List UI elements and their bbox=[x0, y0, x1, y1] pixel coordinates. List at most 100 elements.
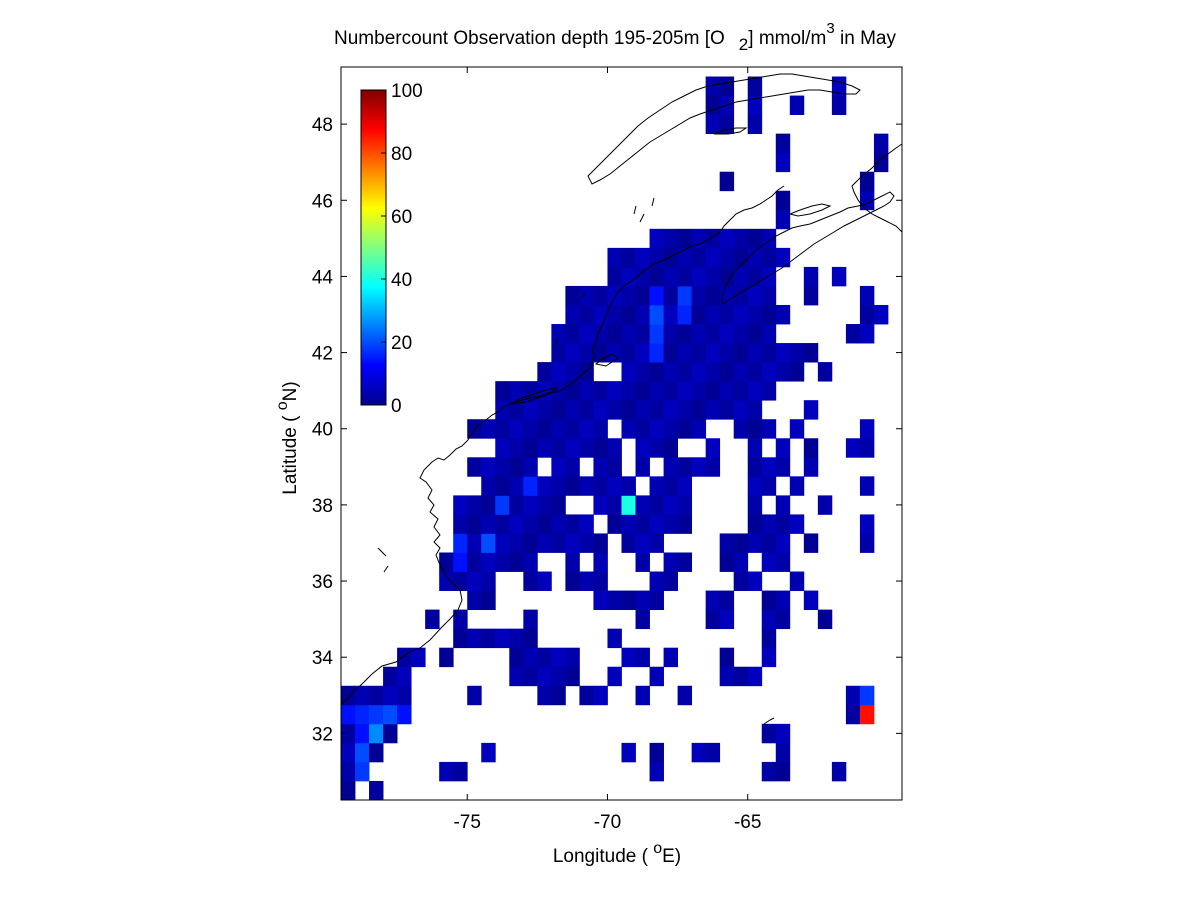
heatmap-cell bbox=[733, 400, 749, 420]
heatmap-cell bbox=[453, 533, 468, 553]
heatmap-cell bbox=[663, 438, 678, 458]
heatmap-cell bbox=[775, 362, 791, 382]
heatmap-cell bbox=[747, 666, 763, 687]
heatmap-cell bbox=[789, 476, 805, 496]
heatmap-cell bbox=[621, 514, 636, 534]
heatmap-cell bbox=[663, 419, 678, 439]
y-tick-label: 36 bbox=[312, 572, 333, 593]
heatmap-cell bbox=[775, 609, 791, 630]
heatmap-cell bbox=[523, 457, 538, 477]
heatmap-cell bbox=[775, 133, 791, 154]
heatmap-cell bbox=[649, 343, 664, 363]
heatmap-cell bbox=[859, 514, 875, 534]
heatmap-cell bbox=[551, 438, 566, 458]
heatmap-cell bbox=[775, 552, 791, 572]
heatmap-cell bbox=[565, 438, 580, 458]
heatmap-cell bbox=[761, 228, 777, 249]
heatmap-cell bbox=[635, 362, 650, 382]
heatmap-cell bbox=[635, 400, 650, 420]
heatmap-cell bbox=[649, 266, 664, 287]
heatmap-cell bbox=[453, 628, 468, 649]
heatmap-cell bbox=[663, 400, 678, 420]
heatmap-cell bbox=[635, 438, 650, 458]
heatmap-cell bbox=[747, 76, 763, 96]
heatmap-cell bbox=[761, 285, 777, 306]
heatmap-cell bbox=[803, 285, 819, 306]
heatmap-cell bbox=[565, 324, 580, 344]
heatmap-cell bbox=[649, 285, 664, 306]
heatmap-cell bbox=[495, 457, 510, 477]
heatmap-cell bbox=[467, 457, 482, 477]
heatmap-cell bbox=[705, 76, 721, 96]
heatmap-cell bbox=[341, 723, 356, 744]
heatmap-cell bbox=[705, 457, 721, 477]
heatmap-cell bbox=[803, 343, 819, 363]
heatmap-cell bbox=[355, 704, 370, 725]
heatmap-cell bbox=[719, 285, 735, 306]
heatmap-cell bbox=[509, 628, 524, 649]
heatmap-cell bbox=[537, 476, 552, 496]
heatmap-cell bbox=[775, 742, 791, 763]
heatmap-cell bbox=[761, 343, 777, 363]
heatmap-cell bbox=[607, 495, 622, 515]
heatmap-cell bbox=[677, 514, 693, 534]
heatmap-cell bbox=[523, 476, 538, 496]
heatmap-cell bbox=[411, 647, 426, 668]
heatmap-cell bbox=[831, 95, 847, 115]
heatmap-cell bbox=[747, 362, 763, 382]
heatmap-cell bbox=[663, 476, 678, 496]
heatmap-cell bbox=[635, 247, 650, 268]
heatmap-cell bbox=[677, 324, 693, 344]
heatmap-cell bbox=[789, 362, 805, 382]
title-superscript: 3 bbox=[826, 20, 834, 37]
heatmap-cell bbox=[635, 324, 650, 344]
heatmap-cell bbox=[495, 419, 510, 439]
heatmap-cell bbox=[761, 723, 777, 744]
heatmap-cell bbox=[495, 533, 510, 553]
heatmap-cell bbox=[775, 247, 791, 268]
heatmap-cell bbox=[747, 304, 763, 325]
heatmap-cell bbox=[593, 457, 608, 477]
heatmap-cell bbox=[705, 590, 721, 611]
x-tick-label: -65 bbox=[734, 812, 761, 833]
heatmap-cell bbox=[509, 666, 524, 687]
heatmap-cell bbox=[677, 381, 693, 401]
title-subscript: 2 bbox=[739, 35, 748, 54]
heatmap-cell bbox=[579, 304, 594, 325]
heatmap-cell bbox=[495, 476, 510, 496]
heatmap-cell bbox=[481, 457, 496, 477]
heatmap-cell bbox=[481, 552, 496, 572]
heatmap-cell bbox=[663, 247, 678, 268]
heatmap-cell bbox=[481, 476, 496, 496]
y-tick-label: 42 bbox=[312, 344, 333, 365]
heatmap-cell bbox=[859, 171, 875, 192]
heatmap-cell bbox=[663, 304, 678, 325]
heatmap-cell bbox=[621, 495, 636, 515]
heatmap-cell bbox=[579, 685, 594, 706]
heatmap-cell bbox=[341, 704, 356, 725]
heatmap-cell bbox=[859, 533, 875, 553]
heatmap-cell bbox=[705, 609, 721, 630]
heatmap-cell bbox=[635, 266, 650, 287]
heatmap-cell bbox=[593, 419, 608, 439]
heatmap-cell bbox=[551, 324, 566, 344]
heatmap-cell bbox=[467, 533, 482, 553]
heatmap-cell bbox=[705, 247, 721, 268]
heatmap-cell bbox=[677, 685, 693, 706]
heatmap-cell bbox=[747, 457, 763, 477]
heatmap-cell bbox=[439, 647, 454, 668]
heatmap-cell bbox=[593, 343, 608, 363]
y-tick-label: 38 bbox=[312, 496, 333, 517]
heatmap-cell bbox=[705, 438, 721, 458]
heatmap-cell bbox=[565, 514, 580, 534]
heatmap-cell bbox=[691, 362, 707, 382]
heatmap-cell bbox=[859, 685, 875, 706]
heatmap-cell bbox=[635, 590, 650, 611]
heatmap-cell bbox=[635, 381, 650, 401]
heatmap-cell bbox=[509, 419, 524, 439]
heatmap-cell bbox=[523, 533, 538, 553]
heatmap-cell bbox=[705, 285, 721, 306]
heatmap-cell bbox=[621, 266, 636, 287]
heatmap-cell bbox=[691, 381, 707, 401]
